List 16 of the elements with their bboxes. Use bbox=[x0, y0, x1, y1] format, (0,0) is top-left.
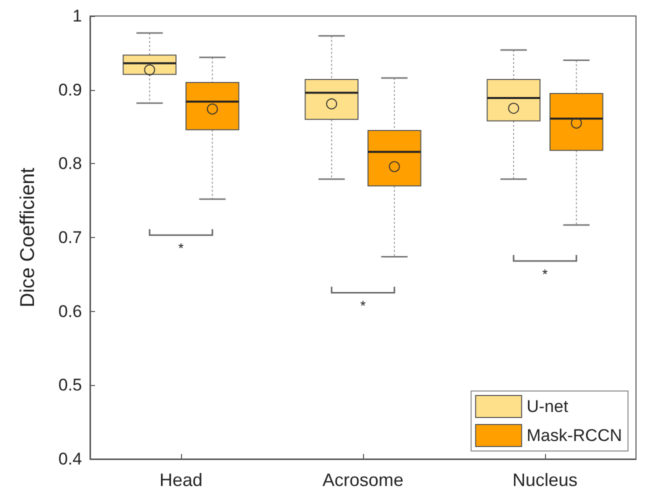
y-tick-label: 0.9 bbox=[58, 80, 82, 100]
y-tick-label: 1 bbox=[72, 6, 82, 26]
legend-label: Mask-RCCN bbox=[526, 426, 622, 445]
y-tick-label: 0.8 bbox=[58, 154, 82, 174]
legend-label: U-net bbox=[526, 397, 568, 416]
y-tick-label: 0.6 bbox=[58, 302, 82, 321]
annotation: * bbox=[360, 298, 366, 314]
x-tick-label: Head bbox=[159, 470, 203, 490]
y-tick-label: 0.7 bbox=[58, 228, 82, 247]
y-tick-label: 0.4 bbox=[58, 450, 82, 468]
y-tick-label: 0.5 bbox=[58, 376, 82, 395]
annotation: * bbox=[542, 266, 548, 282]
annotation: * bbox=[178, 240, 184, 256]
x-tick-label: Acrosome bbox=[322, 470, 404, 490]
y-axis-title: Dice Coefficient bbox=[17, 167, 39, 308]
x-tick-label: Nucleus bbox=[512, 470, 578, 490]
